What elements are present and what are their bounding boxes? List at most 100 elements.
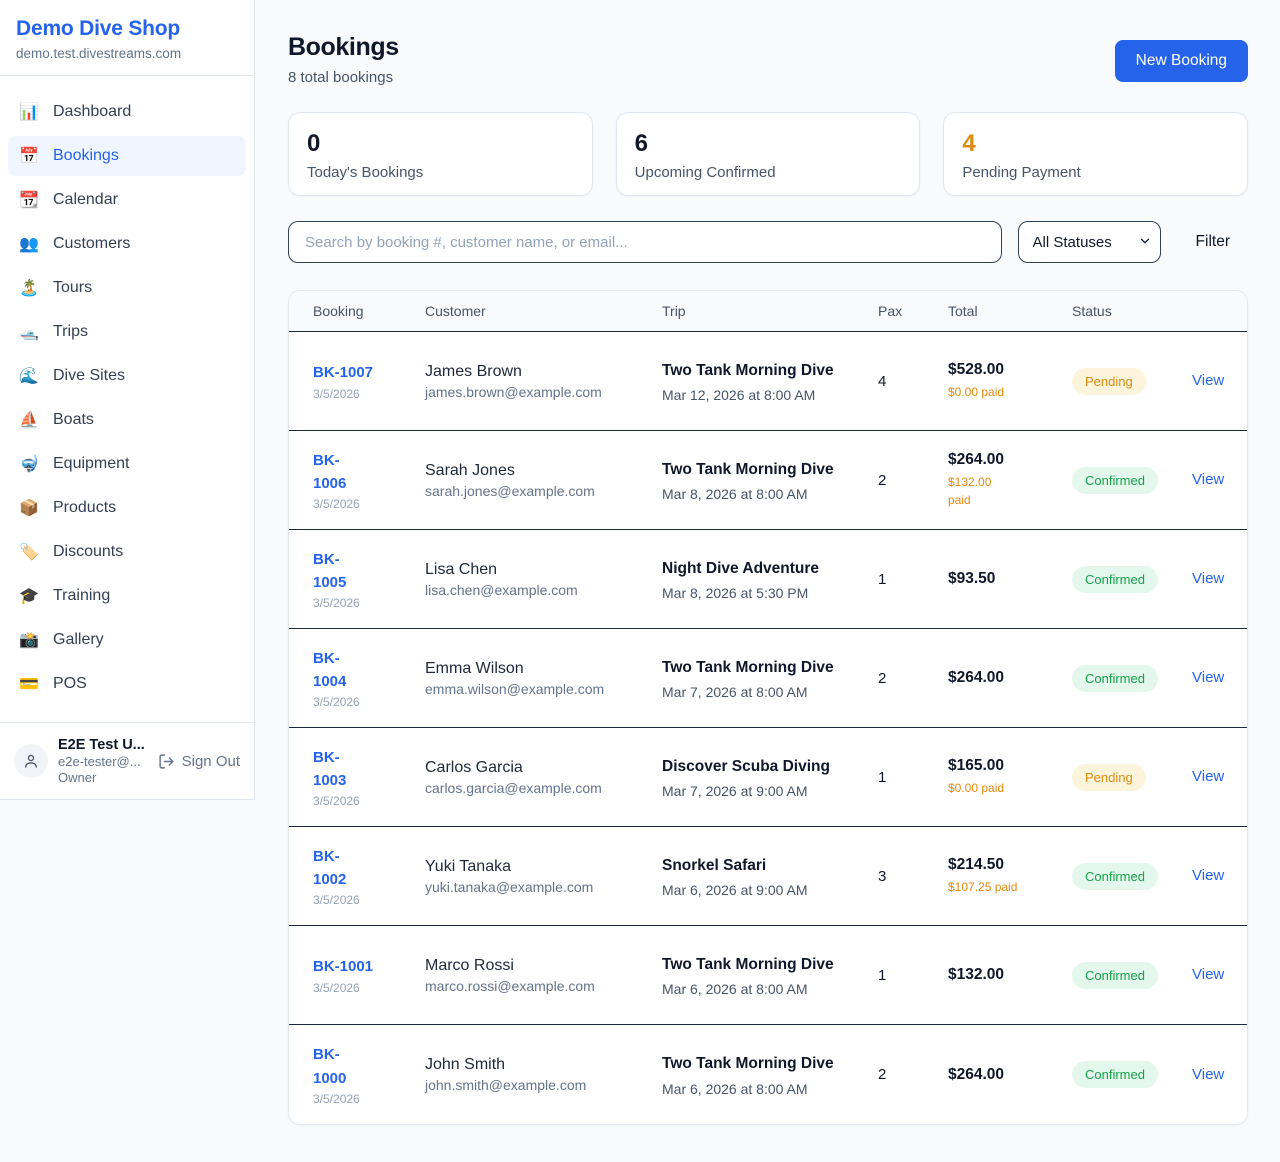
motorboat-icon: 🛥️	[19, 324, 39, 341]
trip-name: Discover Scuba Diving	[662, 757, 830, 775]
total-amount: $264.00	[948, 1065, 1005, 1083]
table-row: BK- 1005 3/5/2026 Lisa Chen lisa.chen@ex…	[289, 530, 1247, 629]
trip-name: Two Tank Morning Dive	[662, 658, 834, 676]
trip-datetime: Mar 6, 2026 at 8:00 AM	[662, 1080, 808, 1097]
view-link[interactable]: View	[1192, 1065, 1225, 1083]
booking-id-link[interactable]: BK- 1000	[313, 1046, 347, 1087]
new-booking-button[interactable]: New Booking	[1114, 40, 1248, 82]
total-amount: $528.00	[948, 361, 1005, 378]
table-row: BK- 1006 3/5/2026 Sarah Jones sarah.jone…	[289, 431, 1247, 530]
total-amount: $132.00	[948, 966, 1005, 983]
booking-id-link[interactable]: BK-1001	[313, 958, 374, 976]
stat-label: Pending Payment	[962, 163, 1081, 181]
booking-id-link[interactable]: BK- 1002	[313, 847, 347, 888]
booking-id-link[interactable]: BK- 1006	[313, 451, 347, 492]
view-link[interactable]: View	[1192, 768, 1225, 785]
booking-id-link[interactable]: BK- 1005	[313, 550, 347, 591]
tag-icon: 🏷️	[19, 544, 39, 561]
view-link[interactable]: View	[1192, 966, 1225, 983]
credit-card-icon: 💳	[19, 676, 39, 693]
sidebar-item-label: Trips	[53, 323, 88, 340]
search-input[interactable]	[288, 221, 1002, 263]
booking-date: 3/5/2026	[313, 893, 360, 908]
stat-card: 6 Upcoming Confirmed	[615, 112, 921, 196]
customer-name: Yuki Tanaka	[425, 857, 511, 875]
sidebar-item-training[interactable]: 🎓 Training	[8, 576, 246, 616]
booking-date: 3/5/2026	[313, 794, 360, 809]
view-link[interactable]: View	[1192, 372, 1225, 389]
total-amount: $165.00	[948, 757, 1005, 774]
sidebar-item-trips[interactable]: 🛥️ Trips	[8, 312, 246, 352]
trip-datetime: Mar 6, 2026 at 8:00 AM	[662, 981, 808, 997]
sidebar-item-gallery[interactable]: 📸 Gallery	[8, 620, 246, 660]
sidebar-item-discounts[interactable]: 🏷️ Discounts	[8, 532, 246, 572]
pax-count: 3	[878, 867, 887, 885]
trip-name: Two Tank Morning Dive	[662, 460, 834, 478]
status-badge: Pending	[1072, 367, 1146, 395]
pax-count: 1	[878, 768, 887, 786]
sidebar-item-dashboard[interactable]: 📊 Dashboard	[8, 92, 246, 132]
bar-chart-icon: 📊	[19, 104, 39, 121]
pax-count: 1	[878, 570, 887, 588]
person-icon	[25, 754, 37, 768]
stats-row: 0 Today's Bookings 6 Upcoming Confirmed …	[288, 112, 1248, 196]
pax-count: 4	[878, 372, 887, 390]
trip-name: Two Tank Morning Dive	[662, 955, 834, 973]
customer-name: Lisa Chen	[425, 560, 498, 578]
filter-button[interactable]: Filter	[1195, 233, 1230, 250]
sidebar-item-equipment[interactable]: 🤿 Equipment	[8, 444, 246, 484]
sidebar-item-bookings[interactable]: 📅 Bookings	[8, 136, 246, 176]
table-row: BK-1007 3/5/2026 James Brown james.brown…	[289, 332, 1247, 431]
island-icon: 🏝️	[19, 280, 39, 297]
sidebar-item-tours[interactable]: 🏝️ Tours	[8, 268, 246, 308]
booking-date: 3/5/2026	[313, 386, 360, 401]
stat-card: 4 Pending Payment	[943, 112, 1248, 196]
trip-name: Night Dive Adventure	[662, 559, 820, 577]
user-email: e2e-tester@...	[58, 754, 141, 769]
pax-count: 2	[878, 471, 887, 489]
col-header-total: Total	[948, 303, 978, 319]
status-filter-select[interactable]: All Statuses	[1017, 221, 1161, 263]
status-badge: Confirmed	[1072, 961, 1158, 989]
bookings-table: Booking Customer Trip Pax Total Status B…	[288, 290, 1248, 1125]
brand-domain: demo.test.divestreams.com	[16, 46, 182, 61]
user-name: E2E Test U...	[58, 737, 145, 753]
sidebar-item-customers[interactable]: 👥 Customers	[8, 224, 246, 264]
col-header-customer: Customer	[425, 303, 486, 319]
trip-name: Two Tank Morning Dive	[662, 1055, 834, 1073]
view-link[interactable]: View	[1192, 570, 1225, 587]
booking-date: 3/5/2026	[313, 596, 360, 611]
sidebar-item-dive-sites[interactable]: 🌊 Dive Sites	[8, 356, 246, 396]
status-badge: Pending	[1072, 763, 1146, 791]
table-header: Booking Customer Trip Pax Total Status	[289, 291, 1247, 332]
view-link[interactable]: View	[1192, 471, 1225, 488]
wave-icon: 🌊	[19, 368, 39, 385]
user-meta: E2E Test U... e2e-tester@... Owner	[58, 737, 146, 785]
sidebar-item-calendar[interactable]: 📆 Calendar	[8, 180, 246, 220]
sidebar-nav: 📊 Dashboard 📅 Bookings 📆 Calendar 👥 Cust…	[0, 76, 254, 708]
booking-date: 3/5/2026	[313, 497, 360, 512]
camera-icon: 📸	[19, 632, 39, 649]
total-amount: $264.00	[948, 669, 1005, 686]
view-link[interactable]: View	[1192, 867, 1225, 884]
sidebar-item-label: Training	[53, 587, 111, 604]
col-header-pax: Pax	[878, 303, 903, 319]
booking-id-link[interactable]: BK- 1004	[313, 649, 347, 690]
diving-mask-icon: 🤿	[19, 456, 39, 473]
booking-id-link[interactable]: BK-1007	[313, 364, 374, 382]
sign-out-button[interactable]: Sign Out	[158, 753, 240, 770]
sidebar-item-boats[interactable]: ⛵ Boats	[8, 400, 246, 440]
pax-count: 2	[878, 1066, 887, 1083]
customer-email: james.brown@example.com	[425, 383, 602, 400]
sidebar-item-pos[interactable]: 💳 POS	[8, 664, 246, 704]
customer-email: yuki.tanaka@example.com	[425, 878, 594, 895]
booking-id-link[interactable]: BK- 1003	[313, 748, 347, 789]
avatar	[14, 744, 48, 778]
user-role: Owner	[58, 770, 97, 785]
sidebar-item-products[interactable]: 📦 Products	[8, 488, 246, 528]
customer-email: carlos.garcia@example.com	[425, 779, 602, 796]
table-body: BK-1007 3/5/2026 James Brown james.brown…	[289, 332, 1247, 1124]
view-link[interactable]: View	[1192, 669, 1225, 686]
page-title: Bookings	[288, 33, 399, 61]
paid-amount: $0.00 paid	[948, 781, 1005, 795]
